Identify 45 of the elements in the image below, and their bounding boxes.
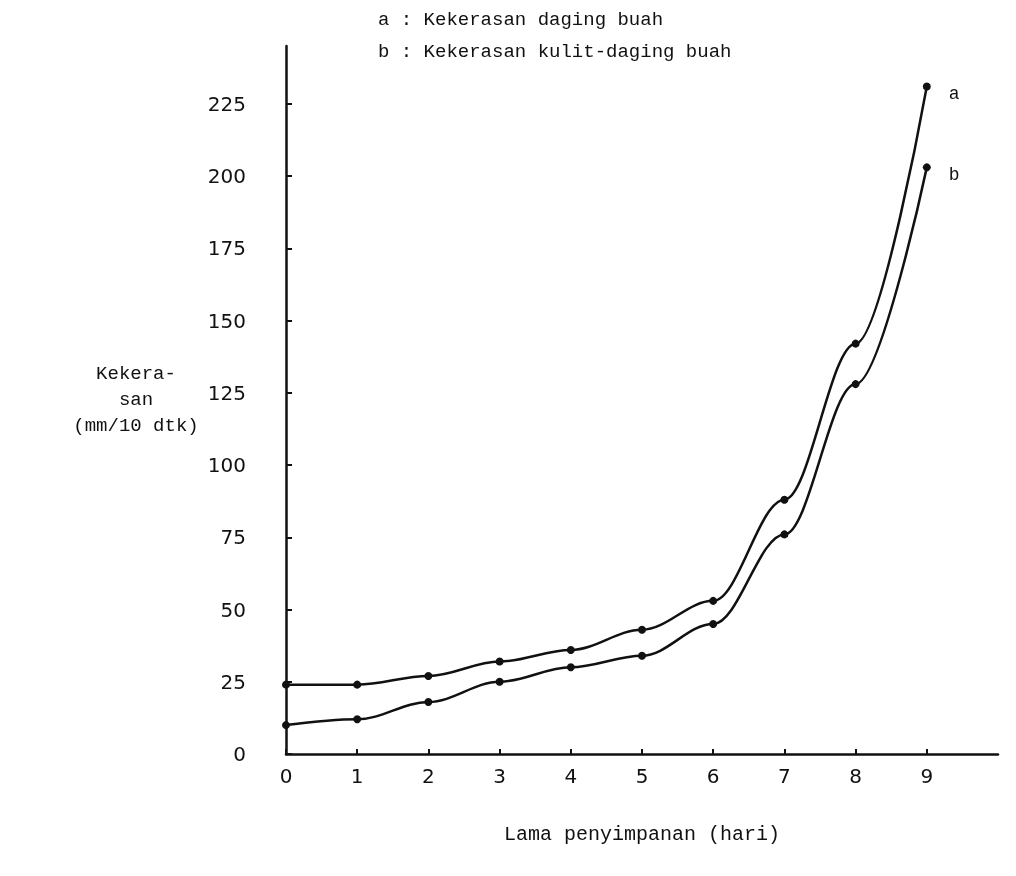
- point: [638, 625, 646, 634]
- point: [282, 721, 290, 730]
- point: [638, 651, 646, 660]
- y-tick-label: 0: [233, 742, 246, 766]
- point: [709, 619, 718, 628]
- point: [424, 671, 433, 680]
- series-label: a: [948, 84, 960, 105]
- x-tick-label: 2: [422, 764, 435, 788]
- y-tick-label: 50: [220, 597, 246, 622]
- x-tick-label: 3: [493, 764, 506, 788]
- x-tick-label: 6: [706, 764, 720, 788]
- x-tick-label: 8: [849, 764, 862, 788]
- y-tick-label: 150: [207, 308, 246, 333]
- point: [780, 530, 789, 539]
- x-tick-label: 7: [778, 764, 791, 788]
- annotation: b : Kekerasan kulit-daging buah: [378, 40, 732, 63]
- x-tick-label: 0: [279, 764, 293, 788]
- y-tick-label: 175: [207, 236, 246, 261]
- point: [851, 380, 860, 389]
- y-tick-label: 75: [220, 525, 246, 550]
- point: [780, 495, 789, 504]
- y-tick-label: 225: [207, 91, 246, 116]
- x-tick-label: 5: [635, 764, 649, 788]
- point: [922, 163, 931, 172]
- y-tick-label: 200: [207, 164, 246, 189]
- x-tick-label: 9: [920, 764, 934, 788]
- point: [353, 680, 362, 689]
- y-tick-label: 125: [207, 380, 246, 405]
- point: [353, 715, 362, 724]
- x-tick-label: 4: [564, 764, 578, 788]
- point: [495, 657, 504, 666]
- point: [566, 663, 575, 672]
- point: [566, 645, 575, 654]
- point: [495, 677, 504, 686]
- y-tick-label: 100: [207, 453, 246, 478]
- y-axis-title: Kekera- san (mm/10 dtk): [73, 363, 199, 437]
- x-axis-title: Lama penyimpanan (hari): [503, 822, 781, 846]
- point: [709, 596, 718, 605]
- y-tick-label: 25: [220, 669, 246, 694]
- point: [424, 697, 433, 706]
- text: a : Kekerasan daging buah: [378, 8, 664, 31]
- series-label: b: [948, 165, 960, 186]
- point: [922, 82, 931, 91]
- x-tick-label: 1: [350, 764, 364, 788]
- point: [851, 339, 860, 348]
